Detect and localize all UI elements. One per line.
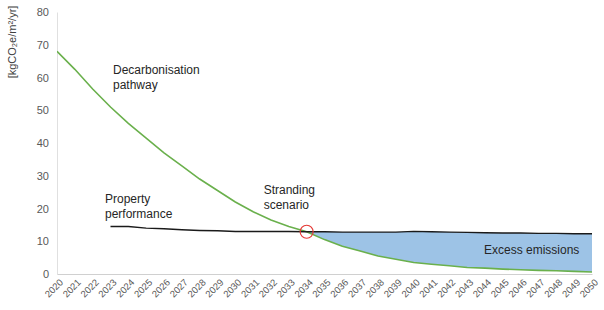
y-tick: 70	[37, 39, 57, 51]
y-axis: 0 10 20 30 40 50 60 70 80	[37, 6, 58, 280]
series-label: Decarbonisationpathway	[113, 63, 200, 92]
x-tick-label: 2041	[417, 277, 440, 300]
x-tick-label: 2050	[577, 277, 600, 300]
annotation-marker	[300, 225, 313, 238]
x-tick: 2035	[310, 274, 333, 299]
x-tick: 2028	[185, 274, 208, 299]
x-tick: 2033	[274, 274, 297, 299]
x-tick: 2045	[488, 274, 511, 299]
x-tick-label: 2038	[363, 277, 386, 300]
x-tick: 2031	[239, 274, 262, 299]
y-tick: 40	[37, 137, 57, 149]
x-tick: 2032	[256, 274, 279, 299]
x-tick: 2020	[42, 274, 65, 299]
x-tick: 2047	[524, 274, 547, 299]
x-tick-label: 2035	[310, 277, 333, 300]
x-tick: 2050	[577, 274, 600, 299]
x-tick-label: 2047	[524, 277, 547, 300]
x-axis: 2020202120222023202420252026202720282029…	[42, 274, 600, 299]
x-tick-label: 2043	[453, 277, 476, 300]
x-tick: 2025	[132, 274, 155, 299]
y-tick: 60	[37, 72, 57, 84]
y-tick-label: 0	[43, 268, 49, 280]
x-tick-label: 2021	[60, 277, 83, 300]
y-tick: 50	[37, 104, 57, 116]
y-tick: 20	[37, 203, 57, 215]
x-tick: 2036	[328, 274, 351, 299]
y-tick: 10	[37, 235, 57, 247]
x-tick: 2046	[506, 274, 529, 299]
x-tick: 2041	[417, 274, 440, 299]
x-tick: 2044	[470, 274, 493, 299]
x-tick: 2038	[363, 274, 386, 299]
x-tick-label: 2030	[221, 277, 244, 300]
area-label: Excess emissions	[484, 243, 579, 257]
x-tick: 2026	[149, 274, 172, 299]
y-tick: 80	[37, 6, 57, 18]
marks	[57, 51, 592, 272]
x-tick-label: 2044	[470, 277, 493, 300]
x-tick-label: 2039	[381, 277, 404, 300]
x-tick-label: 2022	[78, 277, 101, 300]
x-tick-label: 2031	[239, 277, 262, 300]
x-tick-label: 2048	[542, 277, 565, 300]
x-tick-label: 2046	[506, 277, 529, 300]
x-tick-label: 2045	[488, 277, 511, 300]
x-tick-label: 2029	[203, 277, 226, 300]
x-tick: 2022	[78, 274, 101, 299]
x-tick-label: 2032	[256, 277, 279, 300]
x-tick: 2040	[399, 274, 422, 299]
series-line	[111, 227, 593, 234]
x-tick-label: 2026	[149, 277, 172, 300]
y-tick-label: 40	[37, 137, 49, 149]
x-tick: 2029	[203, 274, 226, 299]
y-tick: 30	[37, 170, 57, 182]
annotation-label: Strandingscenario	[264, 183, 315, 212]
x-tick: 2021	[60, 274, 83, 299]
x-tick: 2048	[542, 274, 565, 299]
x-tick-label: 2033	[274, 277, 297, 300]
x-tick: 2034	[292, 274, 315, 299]
x-tick-label: 2049	[560, 277, 583, 300]
x-tick: 2037	[346, 274, 369, 299]
chart: 0102030405060708020202021202220232024202…	[0, 0, 604, 310]
x-tick: 2023	[96, 274, 119, 299]
x-tick: 2024	[114, 274, 137, 299]
series-label: Propertyperformance	[105, 192, 173, 221]
plot-area: 0102030405060708020202021202220232024202…	[37, 6, 600, 299]
x-tick-label: 2025	[132, 277, 155, 300]
x-tick: 2030	[221, 274, 244, 299]
y-tick-label: 80	[37, 6, 49, 18]
x-tick-label: 2024	[114, 277, 137, 300]
x-axis-line	[58, 274, 593, 275]
x-tick-label: 2040	[399, 277, 422, 300]
y-axis-title: [kgCO₂e/m²/yr]	[6, 6, 18, 79]
x-tick: 2043	[453, 274, 476, 299]
x-tick-label: 2020	[42, 277, 65, 300]
x-tick: 2049	[560, 274, 583, 299]
x-tick-label: 2042	[435, 277, 458, 300]
x-tick-label: 2037	[346, 277, 369, 300]
y-tick-label: 70	[37, 39, 49, 51]
series-line	[57, 51, 592, 272]
y-tick-label: 50	[37, 104, 49, 116]
x-tick-label: 2027	[167, 277, 190, 300]
y-tick-label: 60	[37, 72, 49, 84]
y-tick-label: 30	[37, 170, 49, 182]
x-tick: 2039	[381, 274, 404, 299]
x-tick-label: 2023	[96, 277, 119, 300]
x-tick-label: 2028	[185, 277, 208, 300]
x-tick-label: 2034	[292, 277, 315, 300]
y-tick-label: 10	[37, 235, 49, 247]
y-tick-label: 20	[37, 203, 49, 215]
x-tick: 2027	[167, 274, 190, 299]
x-tick-label: 2036	[328, 277, 351, 300]
x-tick: 2042	[435, 274, 458, 299]
